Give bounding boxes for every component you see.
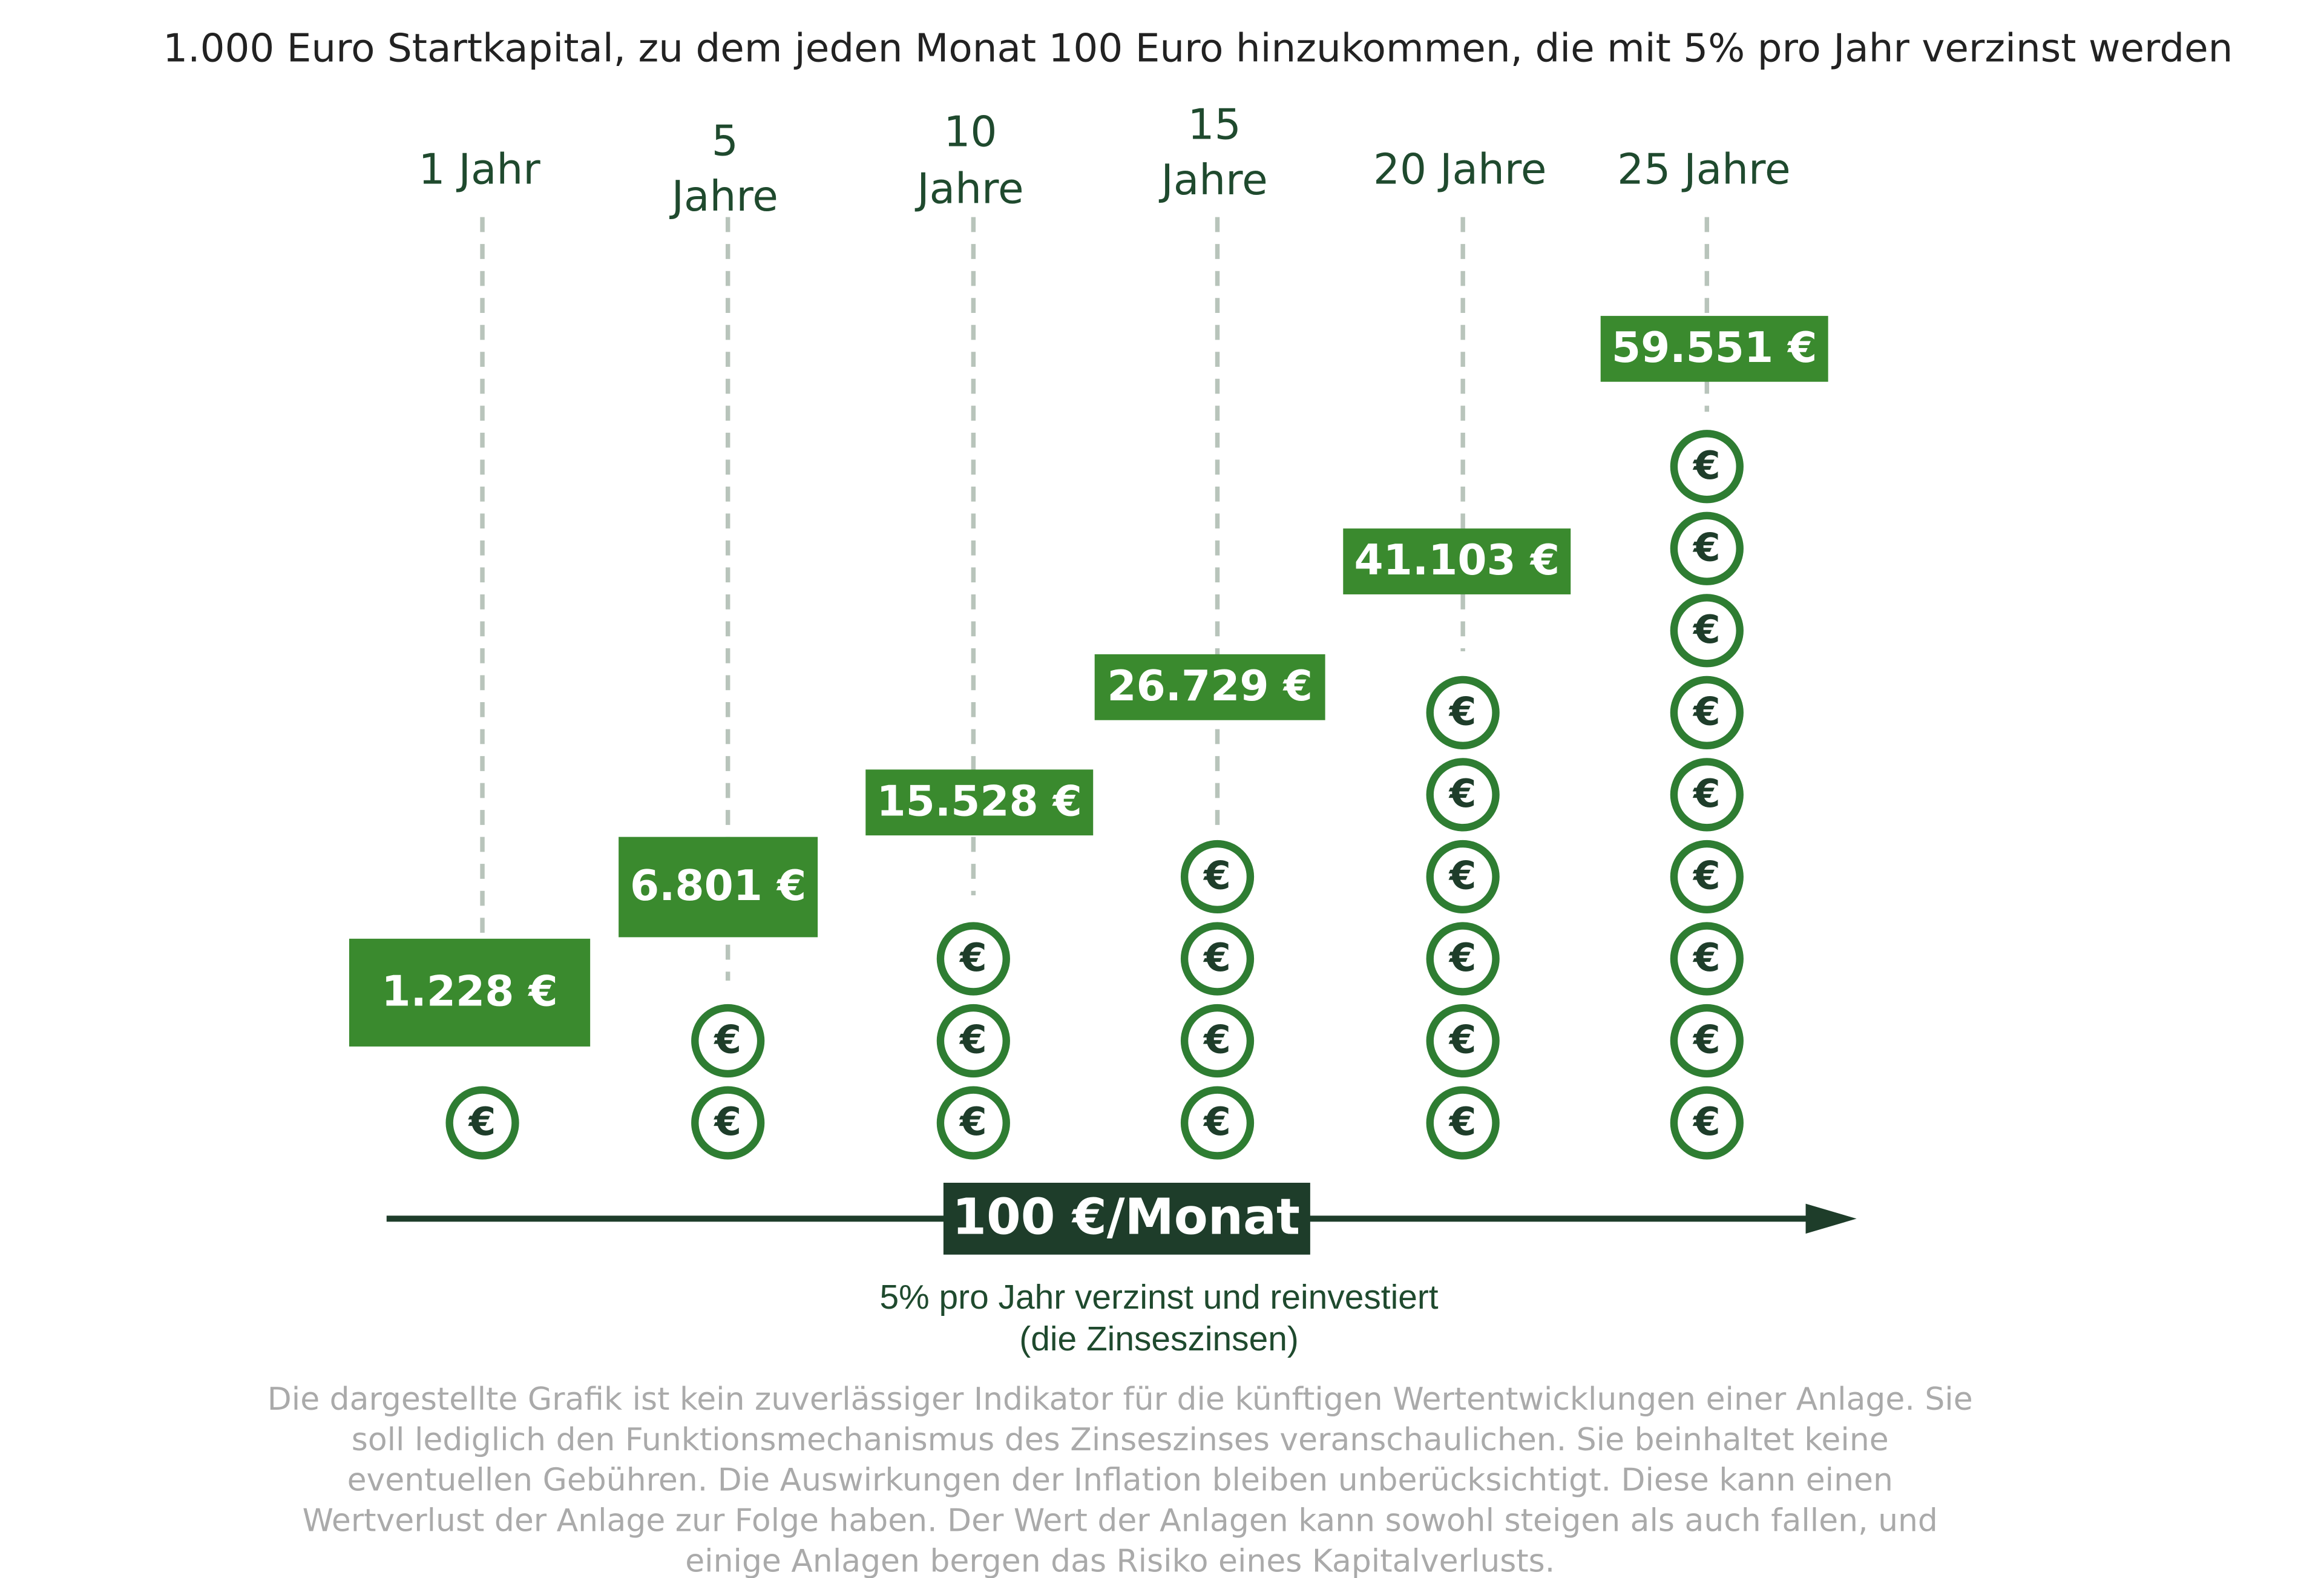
coin-symbol: € [1448, 771, 1477, 817]
column-label: Jahre [914, 165, 1023, 214]
arrow-label: 100 €/Monat [952, 1188, 1300, 1246]
coin-symbol: € [1692, 443, 1721, 488]
coin [1426, 840, 1500, 914]
disclaimer: soll lediglich den Funktionsmechanismus … [352, 1422, 1889, 1458]
disclaimer: einige Anlagen bergen das Risiko eines K… [685, 1543, 1555, 1578]
disclaimer: Die dargestellte Grafik ist kein zuverlä… [268, 1381, 1973, 1418]
coin [1426, 676, 1500, 749]
column-label: 20 Jahre [1373, 145, 1546, 194]
column-label: Jahre [1158, 156, 1267, 205]
value-box [349, 938, 591, 1047]
arrow-label-box [943, 1183, 1310, 1255]
coin [1180, 1004, 1255, 1078]
coin-symbol: € [1448, 853, 1477, 898]
coin-symbol: € [959, 1017, 987, 1063]
coin [691, 1086, 765, 1160]
coin-symbol: € [1692, 1017, 1721, 1063]
coin [1670, 840, 1744, 914]
value-label: 41.103 € [1354, 536, 1560, 585]
coin-symbol: € [1203, 1099, 1231, 1145]
coin [1426, 1004, 1500, 1078]
coin-symbol: € [1692, 853, 1721, 898]
coin-symbol: € [713, 1017, 741, 1063]
coin-symbol: € [1448, 689, 1477, 734]
column-label: 10 [944, 108, 997, 157]
value-box [1343, 528, 1571, 594]
coin-symbol: € [1203, 853, 1231, 898]
column-label: 1 Jahr [418, 145, 540, 194]
value-label: 6.801 € [630, 862, 806, 910]
coin-symbol: € [1692, 1099, 1721, 1145]
coin [936, 1086, 1010, 1160]
value-label: 1.228 € [381, 967, 557, 1016]
value-box [865, 769, 1094, 836]
disclaimer: eventuellen Gebühren. Die Auswirkungen d… [347, 1462, 1893, 1499]
coin [1426, 758, 1500, 832]
coin [1670, 676, 1744, 749]
value-box [1600, 315, 1828, 382]
arrow-head [1805, 1203, 1857, 1234]
disclaimer: Wertverlust der Anlage zur Folge haben. … [303, 1502, 1938, 1539]
coin [445, 1086, 519, 1160]
value-box [619, 837, 818, 938]
coin [1180, 840, 1255, 914]
coin [1426, 922, 1500, 996]
caption: (die Zinseszinsen) [1019, 1320, 1299, 1358]
coin-symbol: € [1448, 935, 1477, 981]
coin-symbol: € [959, 935, 987, 981]
coin [1426, 1086, 1500, 1160]
coin [1180, 1086, 1255, 1160]
coin [936, 922, 1010, 996]
coin-symbol: € [1692, 935, 1721, 981]
column-label: Jahre [669, 173, 778, 221]
coin [1670, 1086, 1744, 1160]
caption: 5% pro Jahr verzinst und reinvestiert [880, 1278, 1439, 1317]
coin-symbol: € [1448, 1099, 1477, 1145]
column-label: 15 [1188, 100, 1241, 149]
coin-symbol: € [1203, 1017, 1231, 1063]
coin-symbol: € [1692, 689, 1721, 734]
coin-symbol: € [1692, 525, 1721, 570]
coin [936, 1004, 1010, 1078]
coin [691, 1004, 765, 1078]
title: 1.000 Euro Startkapital, zu dem jeden Mo… [163, 26, 2233, 71]
column-label: 5 [712, 117, 738, 165]
value-label: 59.551 € [1612, 324, 1817, 372]
value-box [1094, 654, 1325, 720]
coin-symbol: € [1448, 1017, 1477, 1063]
coin-symbol: € [713, 1099, 741, 1145]
coin [1670, 922, 1744, 996]
coin [1670, 511, 1744, 585]
coin [1670, 430, 1744, 504]
value-label: 26.729 € [1107, 662, 1313, 711]
coin [1670, 594, 1744, 668]
coin [1670, 1004, 1744, 1078]
coin [1180, 922, 1255, 996]
column-label: 25 Jahre [1617, 145, 1790, 194]
coin-symbol: € [1692, 607, 1721, 653]
value-label: 15.528 € [876, 777, 1082, 826]
coin-symbol: € [468, 1099, 496, 1145]
coin [1670, 758, 1744, 832]
coin-symbol: € [1203, 935, 1231, 981]
coin-symbol: € [959, 1099, 987, 1145]
coin-symbol: € [1692, 771, 1721, 817]
